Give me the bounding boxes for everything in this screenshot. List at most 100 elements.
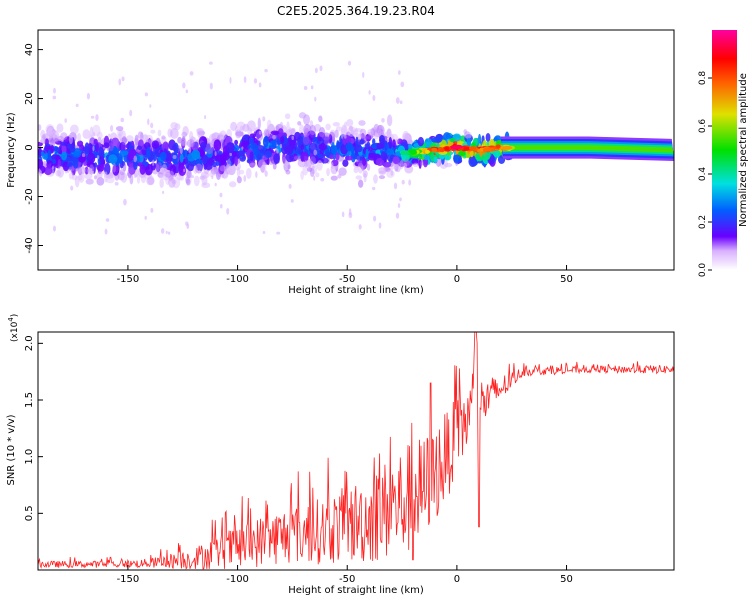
spectral-blob: [335, 152, 340, 161]
snr-plot-area: [38, 332, 674, 570]
spectral-outlier: [362, 71, 365, 79]
spectral-blob: [433, 156, 438, 163]
spectral-blob: [304, 160, 308, 168]
spectral-blob: [273, 153, 280, 164]
spectral-blob: [380, 151, 386, 161]
spectral-blob: [286, 121, 290, 131]
spectral-blob: [444, 163, 453, 168]
spectral-outlier: [105, 218, 110, 222]
spectral-outlier: [409, 138, 412, 143]
spectral-blob: [463, 129, 468, 135]
spectral-blob: [186, 170, 192, 179]
spectral-blob: [146, 146, 151, 159]
spectral-blob: [469, 149, 474, 158]
spectral-outlier: [241, 146, 244, 150]
spectral-blob: [49, 130, 53, 140]
spectral-blob: [300, 144, 305, 150]
spectral-outlier: [279, 143, 283, 149]
spectral-outlier: [258, 130, 262, 135]
spectral-blob: [68, 171, 74, 180]
spectral-blob: [365, 148, 369, 159]
spectral-blob: [249, 162, 256, 168]
spectral-blob: [214, 168, 219, 173]
spectral-blob: [283, 160, 291, 172]
spectral-blob: [257, 140, 261, 146]
spectral-blob: [241, 140, 250, 153]
colorbar-scale: [712, 30, 737, 270]
spectral-outlier: [313, 149, 318, 156]
spectral-outlier: [172, 154, 177, 159]
colorbar: 0.0 0.2 0.4 0.6 0.8 Normalized spectral ampl…: [698, 30, 749, 277]
spectral-outlier: [320, 178, 325, 182]
spectral-outlier: [319, 65, 323, 72]
spectral-outlier: [378, 222, 382, 229]
spectral-blob: [382, 161, 392, 168]
colorbar-label: Normalized spectral amplitude: [738, 73, 749, 227]
spectral-blob: [373, 132, 379, 140]
spectral-outlier: [114, 181, 119, 186]
spectral-outlier: [75, 103, 79, 108]
spectral-outlier: [183, 168, 186, 172]
spectral-blob: [122, 162, 127, 172]
spectral-blob: [453, 154, 462, 164]
spectral-blob: [233, 144, 240, 152]
spectrogram-panel: -150 -100 -50 0 50 -40 -20 0 20 40 Height of str…: [6, 29, 675, 296]
spectral-blob: [362, 157, 367, 166]
spectral-blob: [115, 126, 124, 132]
spectral-blob: [168, 170, 175, 181]
spectral-blob: [312, 136, 318, 144]
spectral-blob: [191, 149, 201, 160]
spectrogram-frame: [37, 29, 675, 271]
spectral-blob: [104, 171, 108, 183]
spectral-blob: [139, 164, 146, 175]
spectral-blob: [219, 165, 227, 172]
snr-frame: [37, 331, 675, 571]
spectral-blob: [303, 114, 311, 126]
spectral-blob: [449, 138, 456, 143]
spectral-outlier: [92, 132, 96, 137]
spectral-outlier: [129, 109, 133, 117]
spectral-outlier: [313, 175, 316, 181]
spectral-outlier: [147, 118, 150, 126]
spectral-outlier: [288, 183, 292, 189]
spectral-peak: [495, 144, 501, 149]
spectral-outlier: [220, 203, 223, 209]
spectral-blob: [299, 124, 305, 136]
spectral-blob: [163, 171, 170, 178]
spectral-blob: [40, 129, 46, 139]
spectral-blob: [144, 163, 153, 176]
spectral-blob: [353, 155, 357, 160]
spectral-blob: [178, 165, 187, 177]
spectral-blob: [105, 176, 115, 184]
spectral-blob: [355, 175, 363, 180]
spectral-blob: [156, 161, 162, 170]
spectral-blob: [126, 135, 134, 143]
spectral-outlier: [255, 171, 258, 178]
spectral-blob: [146, 177, 155, 186]
spectral-outlier: [90, 170, 95, 174]
spectral-blob: [245, 167, 252, 179]
spectral-blob: [168, 177, 176, 188]
spectral-blob: [338, 167, 347, 176]
spectral-blob: [346, 118, 354, 127]
spectrogram-x-tick-label: 0: [454, 274, 460, 285]
spectral-outlier: [373, 215, 377, 222]
spectral-blob: [127, 169, 132, 179]
spectral-band: [500, 145, 674, 153]
spectral-blob: [359, 128, 367, 139]
spectral-blob: [194, 163, 203, 174]
spectral-outlier: [162, 190, 165, 195]
snr-x-tick-label: 50: [560, 574, 573, 585]
spectral-outlier: [398, 70, 401, 75]
spectral-blob: [249, 133, 257, 138]
spectral-blob: [159, 178, 164, 189]
colorbar-tick-label: 0.0: [698, 263, 708, 278]
spectral-peak: [431, 147, 438, 152]
spectral-blob: [431, 137, 439, 143]
spectral-blob: [388, 136, 393, 149]
spectral-blob: [47, 149, 52, 160]
spectral-blob: [260, 149, 264, 154]
snr-y-multiplier-base: (x10: [10, 321, 20, 342]
spectral-blob: [236, 150, 245, 157]
spectral-blob: [297, 121, 302, 126]
